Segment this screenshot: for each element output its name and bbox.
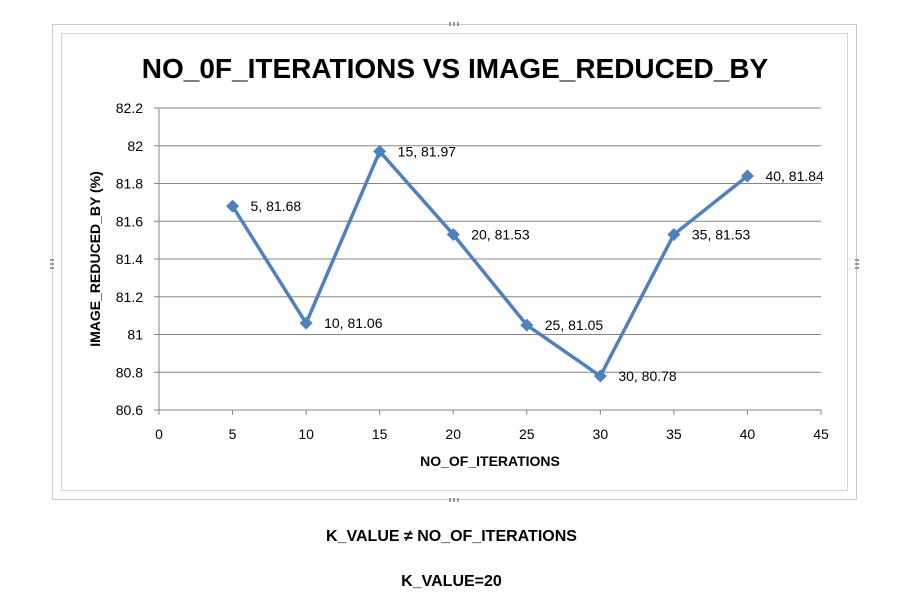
x-tick-label: 0 — [155, 426, 163, 442]
x-axis-label: NO_OF_ITERATIONS — [420, 453, 560, 469]
data-point — [593, 369, 607, 383]
chart-frame[interactable] — [50, 22, 859, 502]
y-tick-label: 81.2 — [116, 289, 143, 305]
resize-handle-right[interactable] — [855, 257, 859, 269]
data-point — [740, 169, 754, 183]
x-tick-label: 5 — [229, 426, 237, 442]
resize-handle-left[interactable] — [50, 257, 54, 269]
y-tick-label: 82 — [127, 138, 143, 154]
x-tick-label: 30 — [593, 426, 609, 442]
y-tick-label: 81.8 — [116, 176, 143, 192]
data-label: 40, 81.84 — [765, 168, 824, 184]
data-label: 5, 81.68 — [251, 198, 302, 214]
y-tick-label: 82.2 — [116, 100, 143, 116]
chart-title: NO_0F_ITERATIONS VS IMAGE_REDUCED_BY — [142, 53, 769, 84]
data-label: 30, 80.78 — [618, 368, 677, 384]
x-tick-label: 40 — [740, 426, 756, 442]
data-label: 25, 81.05 — [545, 317, 604, 333]
data-point — [226, 199, 240, 213]
y-tick-label: 80.8 — [116, 364, 143, 380]
x-tick-label: 15 — [372, 426, 388, 442]
data-label: 20, 81.53 — [471, 226, 530, 242]
y-tick-label: 81.6 — [116, 213, 143, 229]
y-tick-label: 81.4 — [116, 251, 143, 267]
data-point — [446, 227, 460, 241]
data-label: 15, 81.97 — [398, 143, 457, 159]
data-point — [373, 144, 387, 158]
resize-handle-bottom[interactable] — [449, 498, 461, 502]
x-tick-label: 45 — [813, 426, 829, 442]
caption-k-value: K_VALUE=20 — [401, 573, 502, 590]
x-tick-label: 10 — [298, 426, 314, 442]
x-tick-label: 35 — [666, 426, 682, 442]
y-tick-label: 81 — [127, 327, 143, 343]
data-point — [299, 316, 313, 330]
y-tick-label: 80.6 — [116, 402, 143, 418]
caption-k-value-note: K_VALUE ≠ NO_OF_ITERATIONS — [326, 528, 577, 545]
data-point — [520, 318, 534, 332]
resize-handle-top[interactable] — [449, 22, 461, 26]
data-label: 10, 81.06 — [324, 315, 383, 331]
series-line — [231, 149, 749, 378]
data-label: 35, 81.53 — [692, 226, 751, 242]
y-axis-label: IMAGE_REDUCED_BY (%) — [87, 171, 103, 347]
x-tick-label: 20 — [445, 426, 461, 442]
x-tick-label: 25 — [519, 426, 535, 442]
chart-area — [61, 33, 848, 491]
data-point — [667, 227, 681, 241]
